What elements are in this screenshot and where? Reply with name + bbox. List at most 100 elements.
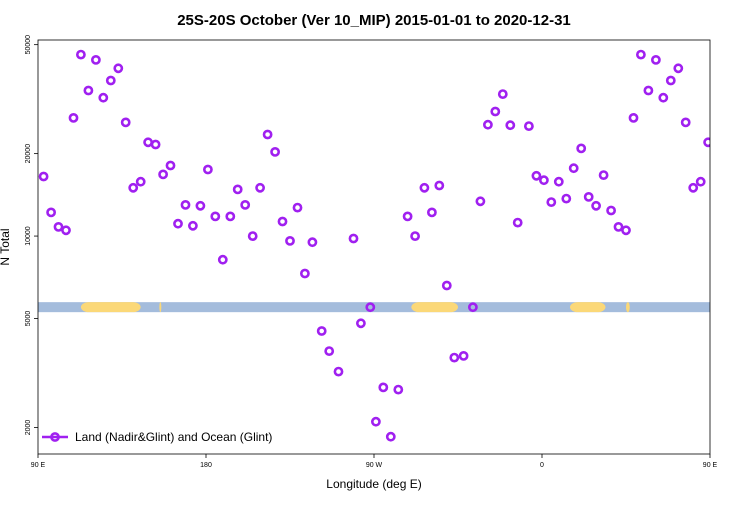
data-point bbox=[76, 49, 86, 60]
data-point bbox=[180, 199, 191, 210]
data-point bbox=[458, 350, 469, 361]
data-point bbox=[277, 216, 288, 227]
data-point bbox=[210, 211, 221, 222]
data-point bbox=[606, 205, 616, 216]
data-point bbox=[449, 352, 460, 363]
data-point bbox=[561, 193, 572, 204]
data-point bbox=[583, 191, 594, 202]
data-point bbox=[195, 200, 206, 211]
data-point bbox=[247, 231, 258, 241]
data-point bbox=[225, 211, 236, 222]
data-point bbox=[105, 75, 116, 86]
data-point bbox=[378, 382, 389, 393]
x-tick-label: 0 bbox=[540, 462, 544, 469]
data-point bbox=[150, 139, 161, 150]
data-point bbox=[467, 302, 478, 313]
legend: Land (Nadir&Glint) and Ocean (Glint) bbox=[42, 430, 272, 444]
data-point bbox=[546, 197, 557, 207]
data-point bbox=[217, 254, 228, 265]
x-axis-label: Longitude (deg E) bbox=[326, 477, 421, 491]
data-point bbox=[333, 366, 344, 377]
data-point bbox=[158, 169, 168, 180]
data-point bbox=[120, 117, 131, 128]
data-point bbox=[576, 143, 587, 154]
data-points bbox=[38, 49, 710, 442]
x-tick-label: 90 E bbox=[31, 462, 46, 469]
land-segment bbox=[411, 302, 458, 313]
data-point bbox=[695, 176, 706, 187]
data-point bbox=[53, 221, 64, 232]
chart-title: 25S-20S October (Ver 10_MIP) 2015-01-01 … bbox=[177, 12, 571, 29]
data-point bbox=[393, 384, 404, 395]
data-point bbox=[98, 92, 109, 103]
data-point bbox=[385, 431, 396, 442]
data-point bbox=[621, 225, 631, 236]
data-point bbox=[402, 211, 413, 222]
data-point bbox=[240, 199, 251, 210]
data-point bbox=[512, 217, 523, 228]
data-point bbox=[591, 200, 601, 211]
data-point bbox=[490, 106, 501, 117]
data-point bbox=[688, 182, 699, 193]
data-point bbox=[434, 180, 445, 191]
data-point bbox=[505, 120, 516, 131]
data-point bbox=[426, 207, 437, 218]
land-segment bbox=[626, 302, 630, 313]
data-point bbox=[262, 129, 273, 140]
data-point bbox=[365, 302, 376, 313]
data-point bbox=[419, 182, 430, 193]
data-point bbox=[613, 221, 624, 232]
data-point bbox=[316, 326, 327, 336]
y-axis-label: N Total bbox=[0, 228, 12, 265]
data-point bbox=[497, 89, 508, 99]
data-point bbox=[673, 63, 684, 74]
data-point bbox=[255, 182, 265, 193]
data-point bbox=[598, 170, 609, 180]
data-point bbox=[441, 280, 452, 291]
data-point bbox=[651, 55, 661, 65]
data-point bbox=[113, 63, 124, 74]
y-tick-label: 50000 bbox=[25, 35, 32, 55]
data-point bbox=[680, 117, 691, 128]
data-point bbox=[482, 119, 493, 130]
data-point bbox=[187, 220, 198, 231]
y-axis: 2000 5000 10000 20000 50000 bbox=[25, 35, 38, 435]
data-point bbox=[232, 184, 243, 195]
data-point bbox=[165, 160, 176, 171]
data-point bbox=[665, 75, 676, 86]
y-tick-label: 5000 bbox=[25, 311, 32, 327]
data-point bbox=[553, 176, 564, 187]
x-tick-label: 180 bbox=[200, 462, 212, 469]
data-point bbox=[355, 318, 366, 329]
legend-entry: Land (Nadir&Glint) and Ocean (Glint) bbox=[75, 430, 272, 444]
data-point bbox=[643, 85, 654, 96]
data-point bbox=[628, 113, 639, 123]
data-point bbox=[285, 235, 295, 246]
data-point bbox=[83, 85, 94, 96]
legend-marker bbox=[50, 432, 60, 442]
data-point bbox=[348, 233, 359, 244]
y-tick-label: 10000 bbox=[25, 226, 32, 246]
map-strip bbox=[38, 302, 710, 313]
data-point bbox=[524, 121, 534, 131]
data-point bbox=[568, 163, 579, 174]
data-point bbox=[61, 225, 71, 236]
data-point bbox=[128, 182, 139, 193]
x-tick-label: 90 W bbox=[366, 462, 383, 469]
data-point bbox=[658, 92, 669, 103]
data-point bbox=[46, 207, 56, 218]
data-point bbox=[703, 137, 710, 148]
data-point bbox=[531, 170, 542, 181]
data-point bbox=[91, 55, 101, 65]
y-tick-label: 2000 bbox=[25, 420, 32, 436]
data-point bbox=[324, 346, 335, 356]
data-point bbox=[135, 176, 146, 187]
data-point bbox=[299, 268, 310, 279]
data-point bbox=[173, 218, 183, 229]
data-point bbox=[292, 202, 303, 213]
land-segment bbox=[159, 302, 162, 313]
data-point bbox=[202, 164, 213, 175]
data-point bbox=[636, 49, 646, 60]
